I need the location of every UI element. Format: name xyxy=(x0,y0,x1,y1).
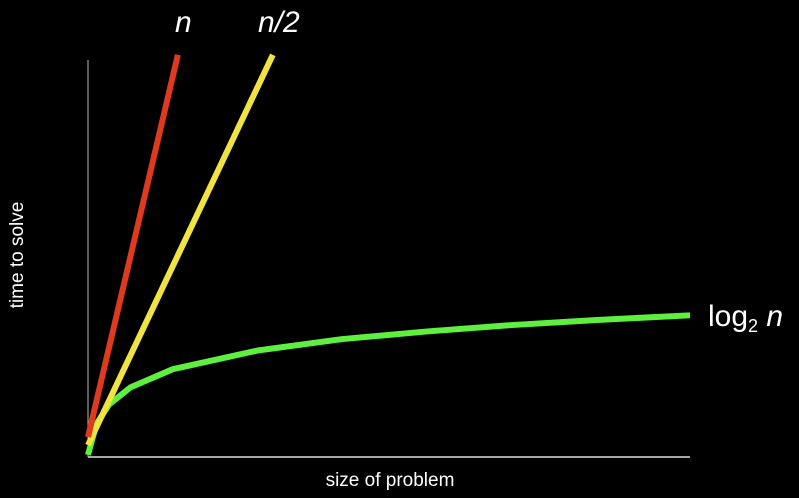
series-label-n: n xyxy=(175,6,192,39)
series-line-n xyxy=(85,54,181,438)
series-label-n-over-2: n/2 xyxy=(258,6,300,39)
y-axis-label: time to solve xyxy=(7,201,28,309)
series-line-n-over-2 xyxy=(85,53,276,447)
log-subscript: 2 xyxy=(748,316,759,336)
log-var: n xyxy=(766,300,784,333)
x-axis-label: size of problem xyxy=(325,470,455,491)
series-line-log2-n xyxy=(85,312,691,456)
log-text: log xyxy=(708,300,749,333)
series-label-log2-n: log2 n xyxy=(708,300,783,337)
